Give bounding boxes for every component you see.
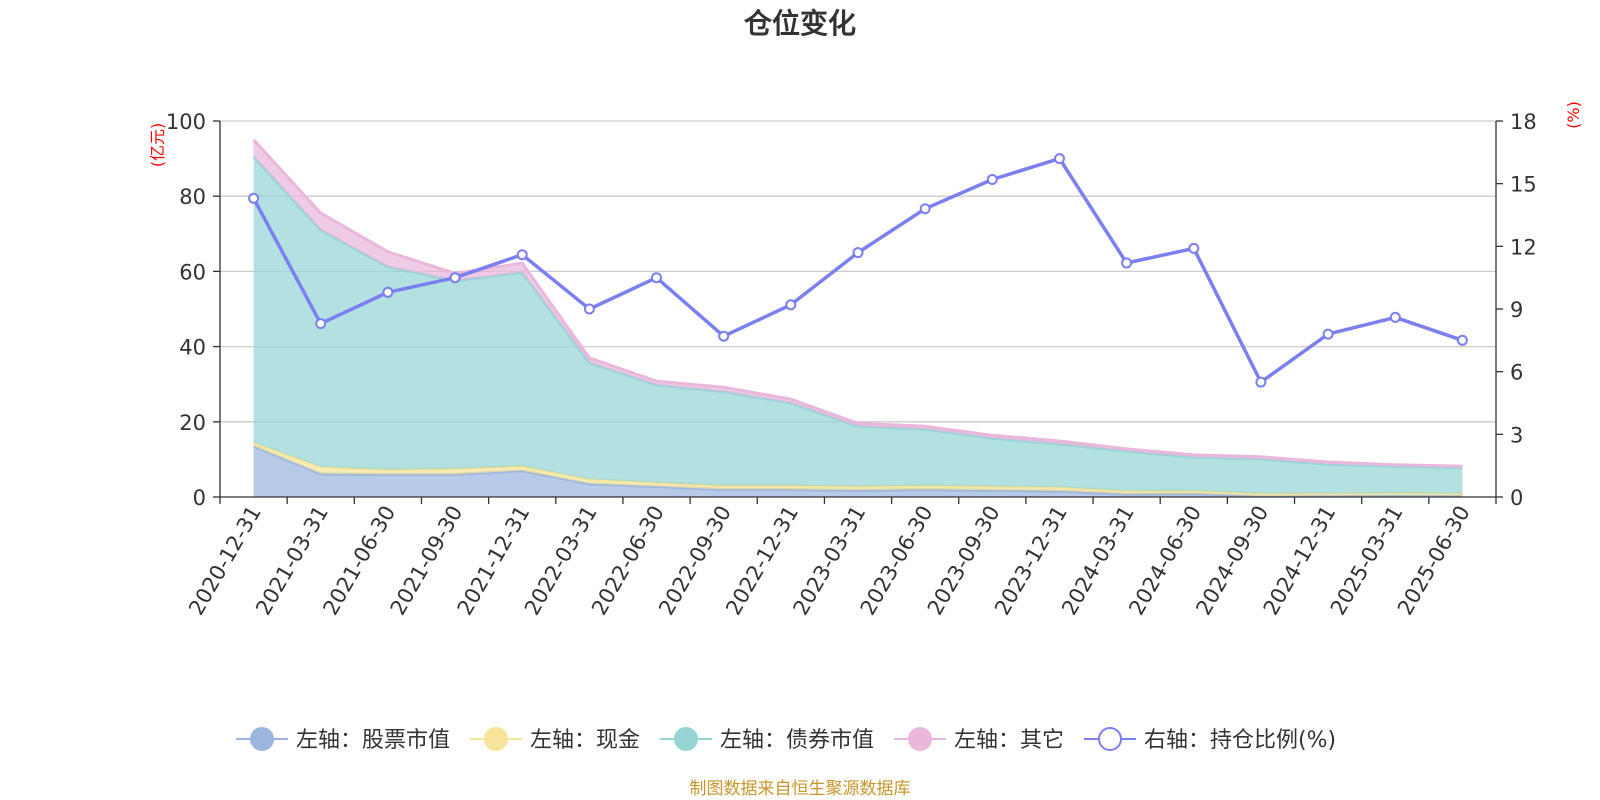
- ratio-point: [919, 203, 931, 215]
- ratio-point: [852, 247, 864, 259]
- legend-item-2[interactable]: 左轴：债券市值: [660, 727, 874, 753]
- ratio-point: [315, 318, 327, 330]
- series-area-1: [253, 442, 1463, 496]
- legend-marker: [1098, 727, 1122, 751]
- legend-label: 左轴：股票市值: [296, 728, 450, 753]
- ratio-point: [1389, 311, 1401, 323]
- ratio-point: [382, 286, 394, 298]
- legend-label: 右轴：持仓比例(%): [1144, 728, 1336, 753]
- right-tick-label: 15: [1510, 173, 1537, 197]
- ratio-point: [1255, 376, 1267, 388]
- legend-item-4[interactable]: 右轴：持仓比例(%): [1084, 727, 1336, 753]
- ratio-point: [651, 272, 662, 284]
- series-area-0: [253, 446, 1463, 497]
- legend-item-0[interactable]: 左轴：股票市值: [236, 727, 450, 753]
- ratio-point: [583, 303, 595, 315]
- right-axis-unit: (%): [1564, 101, 1583, 129]
- left-tick-label: 80: [179, 185, 206, 209]
- ratio-point: [1121, 257, 1133, 269]
- ratio-point: [1456, 334, 1468, 346]
- right-tick-label: 6: [1510, 361, 1523, 385]
- legend: 左轴：股票市值 左轴：现金 左轴：债券市值 左轴：其它 右轴：持仓比例(%): [236, 727, 1336, 753]
- x-tick-label: 2025-06-30: [1393, 502, 1475, 620]
- left-tick-label: 100: [166, 110, 206, 134]
- right-tick-label: 3: [1510, 423, 1523, 447]
- left-tick-label: 60: [179, 260, 206, 284]
- legend-item-1[interactable]: 左轴：现金: [470, 727, 640, 753]
- ratio-point: [1188, 242, 1200, 254]
- legend-label: 左轴：债券市值: [720, 728, 874, 753]
- right-tick-label: 9: [1510, 298, 1523, 322]
- legend-label: 左轴：现金: [530, 728, 640, 753]
- ratio-point: [248, 192, 260, 204]
- right-tick-label: 0: [1510, 486, 1523, 510]
- ratio-point: [1054, 153, 1065, 165]
- ratio-line-layer: [248, 153, 1468, 388]
- right-tick-label: 12: [1510, 235, 1537, 259]
- stacked-areas: [252, 138, 1463, 498]
- ratio-point: [1322, 328, 1334, 340]
- ratio-point: [986, 174, 998, 185]
- ratio-point: [718, 330, 730, 342]
- left-tick-label: 40: [179, 336, 206, 360]
- legend-marker: [674, 727, 698, 751]
- series-area-2: [253, 156, 1463, 494]
- chart-title: 仓位变化: [744, 7, 856, 40]
- source-note: 制图数据来自恒生聚源数据库: [690, 779, 911, 799]
- legend-marker: [484, 727, 508, 751]
- left-axis-unit: (亿元): [148, 123, 167, 168]
- legend-item-3[interactable]: 左轴：其它: [894, 727, 1064, 753]
- legend-label: 左轴：其它: [954, 728, 1064, 753]
- legend-marker: [250, 727, 274, 751]
- ratio-point: [449, 272, 461, 284]
- right-tick-label: 18: [1510, 110, 1537, 134]
- ratio-point: [785, 299, 797, 311]
- left-tick-label: 20: [179, 411, 206, 435]
- left-tick-label: 0: [193, 486, 206, 510]
- ratio-point: [516, 249, 528, 261]
- legend-marker: [908, 727, 932, 751]
